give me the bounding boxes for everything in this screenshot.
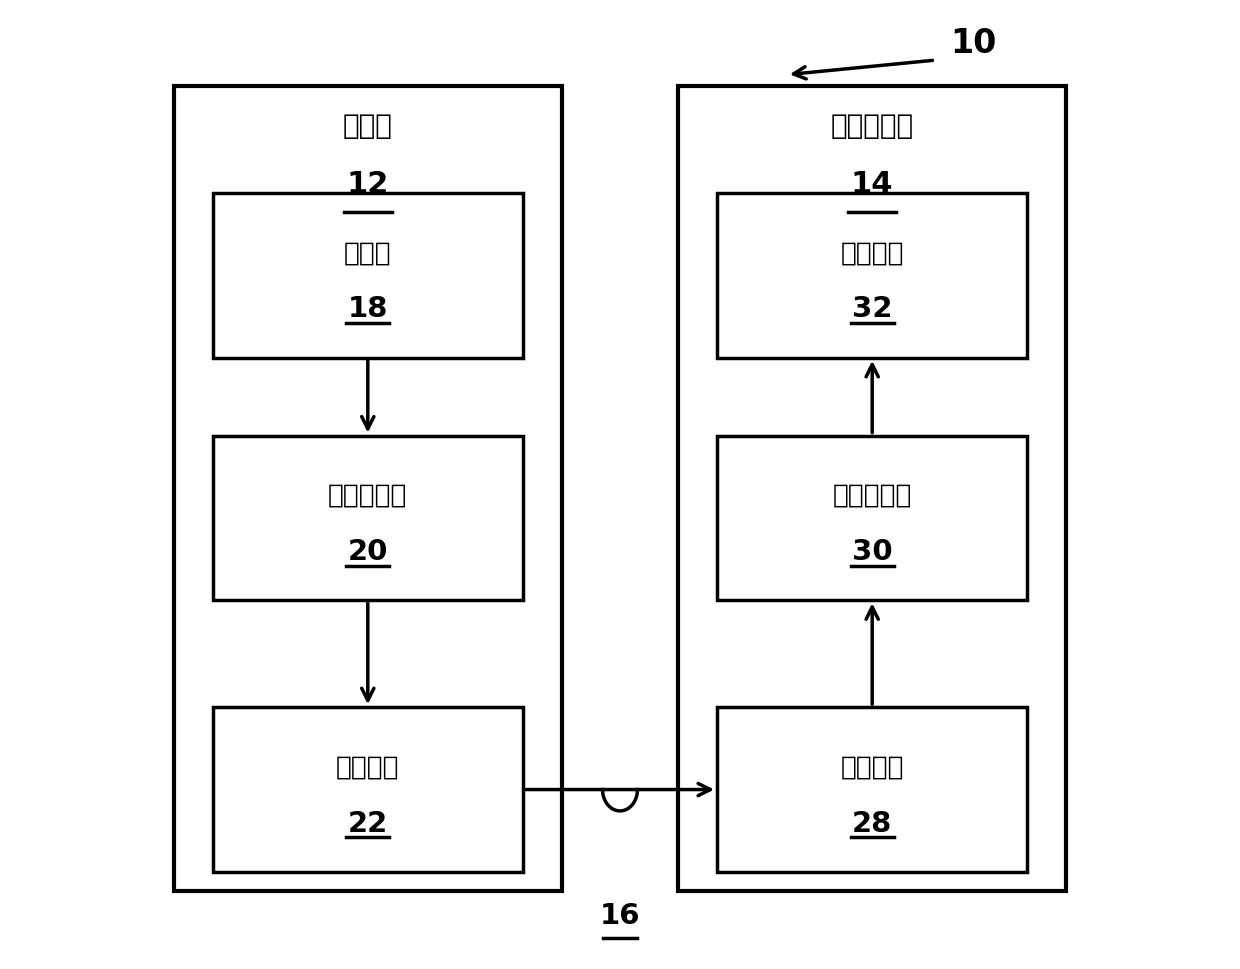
Text: 22: 22 <box>347 809 388 836</box>
Text: 18: 18 <box>347 296 388 323</box>
Bar <box>717 194 1028 359</box>
Text: 视频编码器: 视频编码器 <box>329 483 408 509</box>
Text: 28: 28 <box>852 809 893 836</box>
Text: 源装置: 源装置 <box>343 111 393 140</box>
Text: 20: 20 <box>347 538 388 565</box>
Bar <box>212 707 523 872</box>
Bar <box>212 436 523 601</box>
Bar <box>717 436 1028 601</box>
Text: 12: 12 <box>347 170 389 199</box>
Bar <box>212 194 523 359</box>
Text: 视频源: 视频源 <box>343 240 392 266</box>
Bar <box>678 87 1066 891</box>
Text: 14: 14 <box>851 170 894 199</box>
Bar <box>174 87 562 891</box>
Text: 32: 32 <box>852 296 893 323</box>
Text: 目的地装置: 目的地装置 <box>831 111 914 140</box>
Bar <box>717 707 1028 872</box>
Text: 输出接口: 输出接口 <box>336 754 399 780</box>
Text: 输入接口: 输入接口 <box>841 754 904 780</box>
Text: 显示装置: 显示装置 <box>841 240 904 266</box>
Text: 16: 16 <box>600 901 640 929</box>
Text: 30: 30 <box>852 538 893 565</box>
Text: 10: 10 <box>950 27 996 60</box>
Text: 视频解码器: 视频解码器 <box>832 483 911 509</box>
